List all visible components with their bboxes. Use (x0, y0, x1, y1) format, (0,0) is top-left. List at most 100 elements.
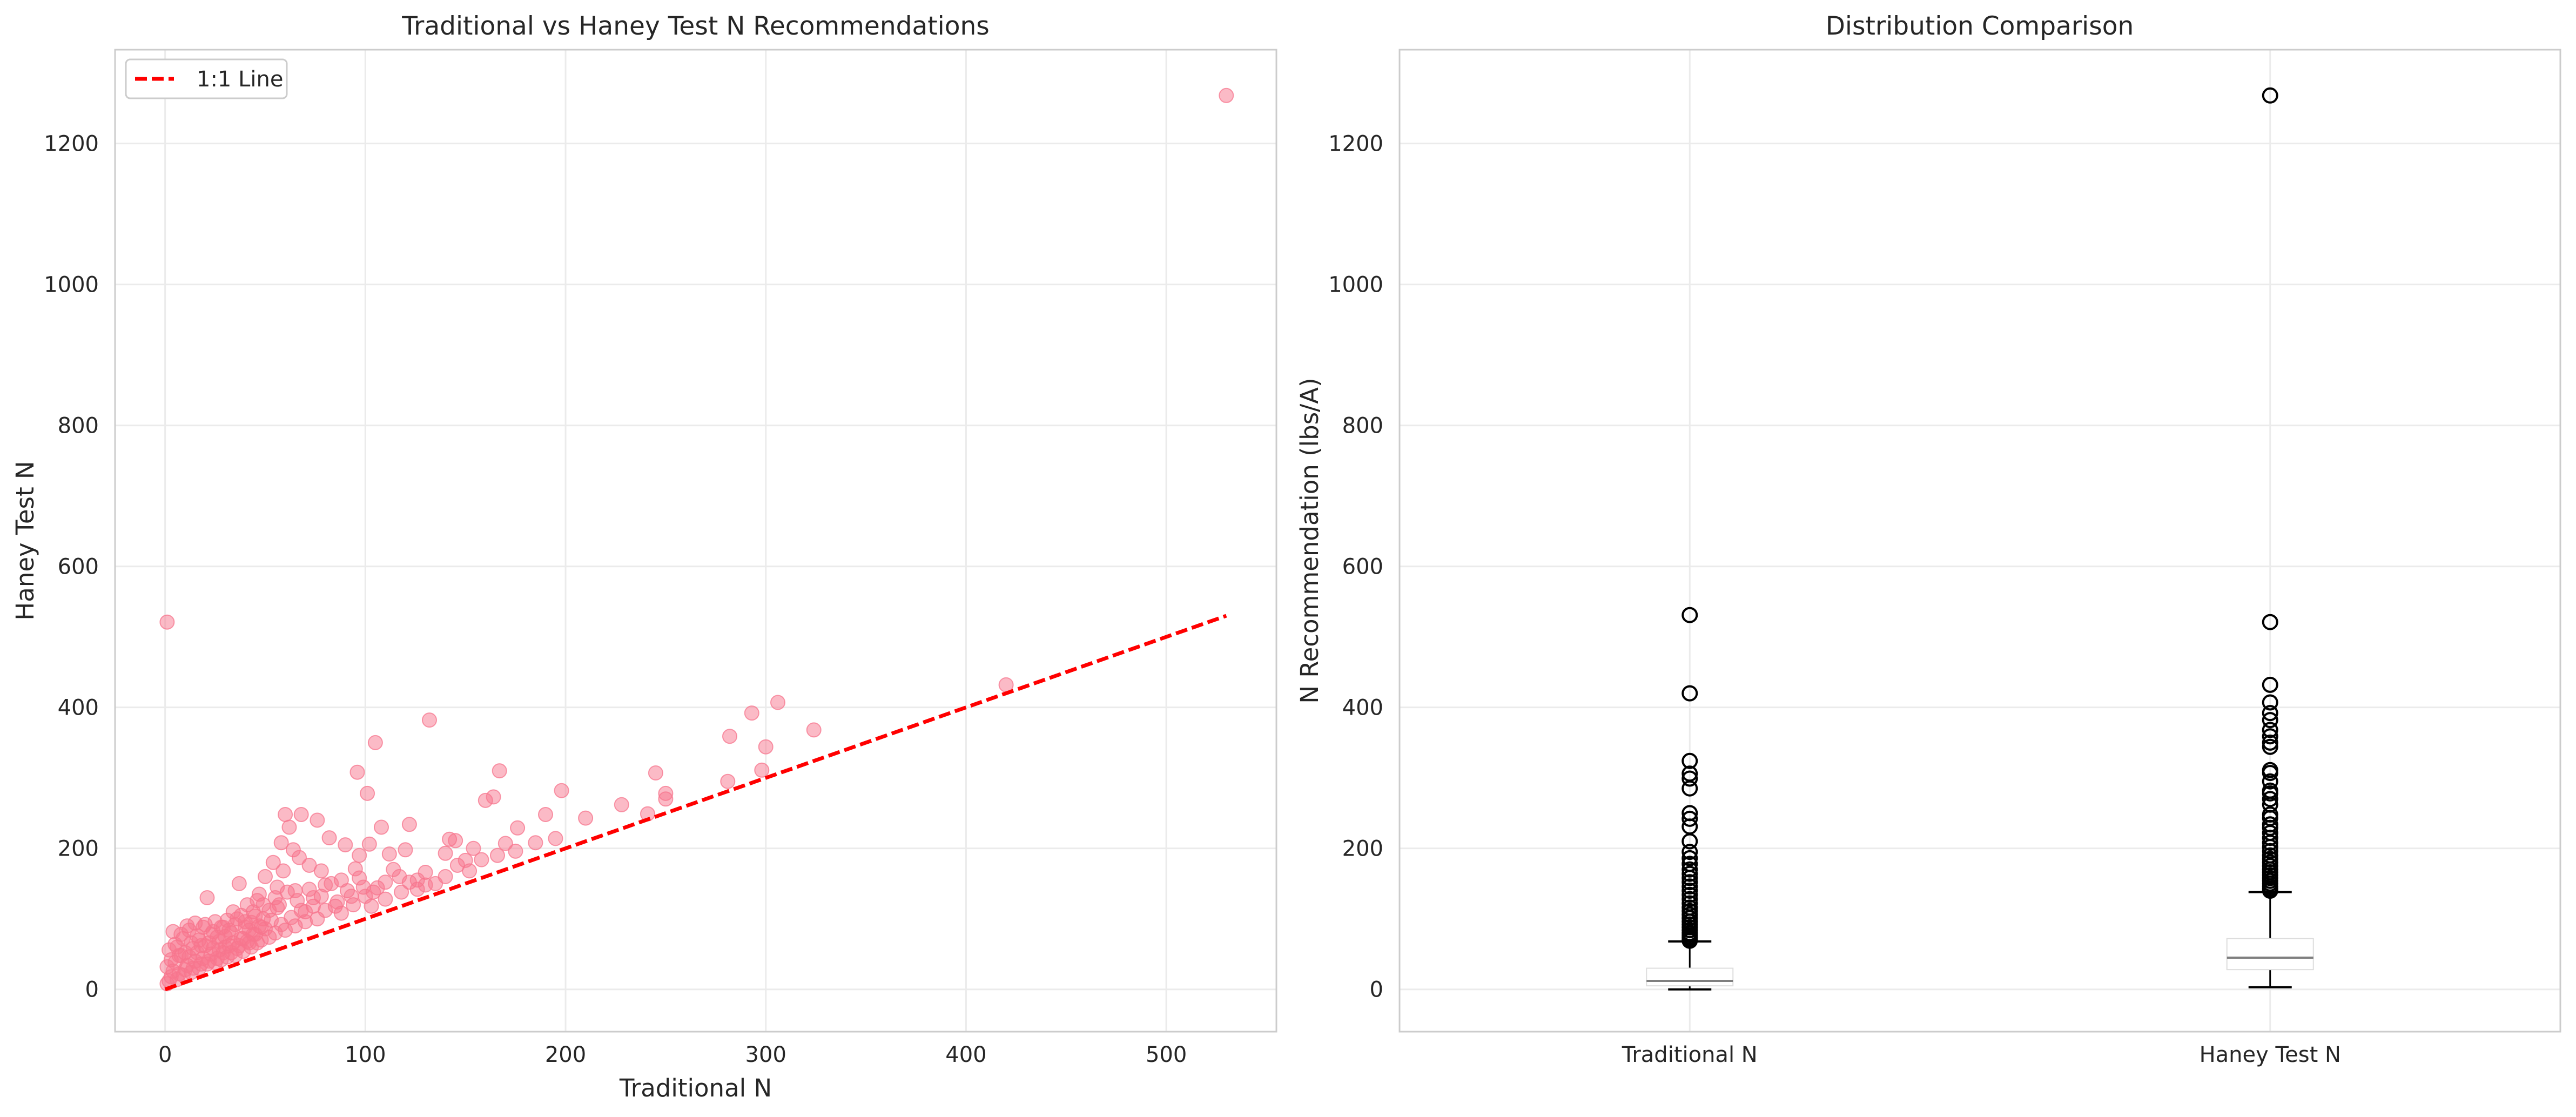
box-outlier (2262, 835, 2278, 851)
boxplot-y-axis-label: N Recommendation (lbs/A) (1295, 378, 1324, 703)
scatter-point (255, 897, 271, 913)
scatter-point (321, 830, 337, 846)
scatter-point (538, 807, 553, 822)
scatter-point (614, 797, 629, 812)
box-outlier (2262, 765, 2278, 781)
box-outlier (1682, 886, 1698, 903)
scatter-point (648, 765, 663, 780)
scatter-point (720, 773, 736, 789)
scatter-point (275, 863, 291, 879)
scatter-point (285, 842, 301, 858)
box-outlier (2262, 722, 2278, 738)
scatter-point (378, 891, 393, 907)
box-outlier (2262, 694, 2278, 711)
scatter-point (301, 882, 317, 897)
scatter-point (324, 876, 339, 891)
boxplot-x-ticks: Traditional N Haney Test N (1622, 1042, 2341, 1067)
scatter-point (744, 705, 759, 721)
scatter-point (270, 900, 285, 916)
scatter-point (278, 807, 293, 822)
y-tick-label: 1200 (1328, 132, 1383, 157)
box-outlier (2262, 773, 2278, 790)
category-label: Traditional N (1622, 1042, 1758, 1067)
box-outlier (1682, 607, 1698, 623)
box-outlier (1682, 878, 1698, 895)
y-tick-label: 200 (58, 837, 99, 862)
scatter-point (258, 869, 273, 884)
scatter-y-axis-label: Haney Test N (11, 461, 39, 620)
box-outlier (1682, 770, 1698, 787)
box-outlier (2262, 676, 2278, 693)
scatter-point (548, 831, 563, 846)
y-tick-label: 800 (1342, 414, 1383, 439)
scatter-point (510, 820, 526, 836)
scatter-point (386, 862, 401, 877)
y-tick-label: 1200 (44, 132, 99, 157)
scatter-point (310, 812, 325, 828)
scatter-point (313, 889, 329, 904)
scatter-point (369, 880, 385, 896)
scatter-point (401, 817, 417, 832)
scatter-point (722, 729, 737, 744)
scatter-point (770, 695, 785, 710)
category-label: Haney Test N (2200, 1042, 2341, 1067)
box-outlier (2262, 614, 2278, 630)
scatter-point (658, 791, 674, 807)
scatter-point (265, 854, 281, 870)
y-tick-label: 1000 (1328, 273, 1383, 298)
scatter-point (159, 614, 175, 630)
boxplot-panel: Traditional N Haney Test N 0 200 400 600 800 1… (1295, 11, 2561, 1067)
scatter-point (301, 858, 317, 873)
box-outlier (2262, 738, 2278, 755)
box-outlier (1682, 810, 1698, 827)
scatter-point (442, 831, 458, 847)
box-outlier (2262, 791, 2278, 808)
x-tick-label: 200 (545, 1042, 586, 1067)
y-tick-label: 200 (1342, 837, 1383, 862)
scatter-point (497, 836, 513, 851)
box-outlier (2262, 883, 2278, 899)
scatter-point (293, 807, 309, 822)
box-outlier (2262, 87, 2278, 104)
scatter-point (438, 869, 453, 884)
legend-frame (125, 58, 288, 99)
scatter-point (528, 835, 543, 851)
boxplot-y-ticks: 0 200 400 600 800 1000 1200 (1328, 132, 1383, 1002)
scatter-point (438, 845, 453, 861)
x-tick-label: 400 (945, 1042, 986, 1067)
scatter-point (578, 810, 594, 826)
scatter-point (381, 846, 397, 862)
box-outlier (1682, 874, 1698, 891)
scatter-x-ticks: 0 100 200 300 400 500 (158, 1042, 1187, 1067)
box-outlier (1682, 932, 1698, 949)
scatter-point (508, 843, 523, 859)
y-tick-label: 600 (1342, 555, 1383, 580)
box-group (2226, 87, 2314, 988)
y-tick-label: 400 (1342, 696, 1383, 721)
scatter-point (279, 884, 295, 900)
scatter-point (492, 763, 507, 779)
scatter-point (318, 903, 333, 918)
box-outlier (1682, 861, 1698, 878)
boxplot-axes-frame (1398, 49, 2561, 1033)
scatter-point (338, 837, 353, 853)
box-iqr (1646, 967, 1734, 987)
scatter-point (199, 890, 215, 905)
scatter-point (360, 785, 375, 801)
scatter-point (361, 836, 377, 852)
scatter-point (409, 882, 425, 897)
y-tick-label: 600 (58, 555, 99, 580)
boxplot-plot-area (1400, 50, 2560, 1032)
x-tick-label: 100 (345, 1042, 386, 1067)
scatter-point (474, 852, 489, 867)
x-tick-label: 300 (745, 1042, 786, 1067)
y-tick-label: 0 (85, 978, 99, 1002)
scatter-point (806, 722, 822, 738)
scatter-legend: 1:1 Line (125, 58, 288, 99)
scatter-point (349, 764, 365, 780)
scatter-point (422, 712, 437, 728)
scatter-x-axis-label: Traditional N (619, 1074, 772, 1102)
box-outlier (1682, 850, 1698, 866)
boxplot-gridlines (1400, 50, 2560, 1032)
